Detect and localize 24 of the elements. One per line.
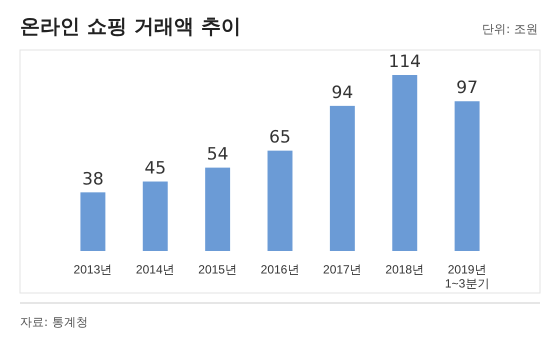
bar xyxy=(454,101,480,251)
x-tick-label: 2015년 xyxy=(198,262,237,277)
x-tick-label: 2016년 xyxy=(260,262,300,277)
data-label: 38 xyxy=(82,169,104,190)
text: 자료: 통계청 xyxy=(20,315,88,329)
bar xyxy=(205,168,230,251)
data-label: 114 xyxy=(388,52,421,72)
chart-title: 온라인 쇼핑 거래액 추이 xyxy=(20,14,241,38)
x-tick-label: 2017년 xyxy=(323,262,362,277)
data-label: 97 xyxy=(456,78,478,98)
bar xyxy=(80,192,106,251)
x-tick-label: 2018년 xyxy=(385,262,424,277)
bar xyxy=(268,150,292,251)
data-label: 45 xyxy=(144,158,166,179)
x-tick-label: 2019년 1~3분기 xyxy=(444,262,490,290)
x-tick-label: 2013년 xyxy=(74,262,112,277)
bar xyxy=(142,182,168,251)
data-label: 65 xyxy=(269,128,291,148)
data-label: 54 xyxy=(206,144,228,165)
data-label: 94 xyxy=(332,82,354,103)
bar xyxy=(392,75,418,251)
chart-subtitle: 단위: 조원 xyxy=(482,22,538,36)
bar xyxy=(330,106,355,251)
x-tick-label: 2014년 xyxy=(136,262,175,277)
